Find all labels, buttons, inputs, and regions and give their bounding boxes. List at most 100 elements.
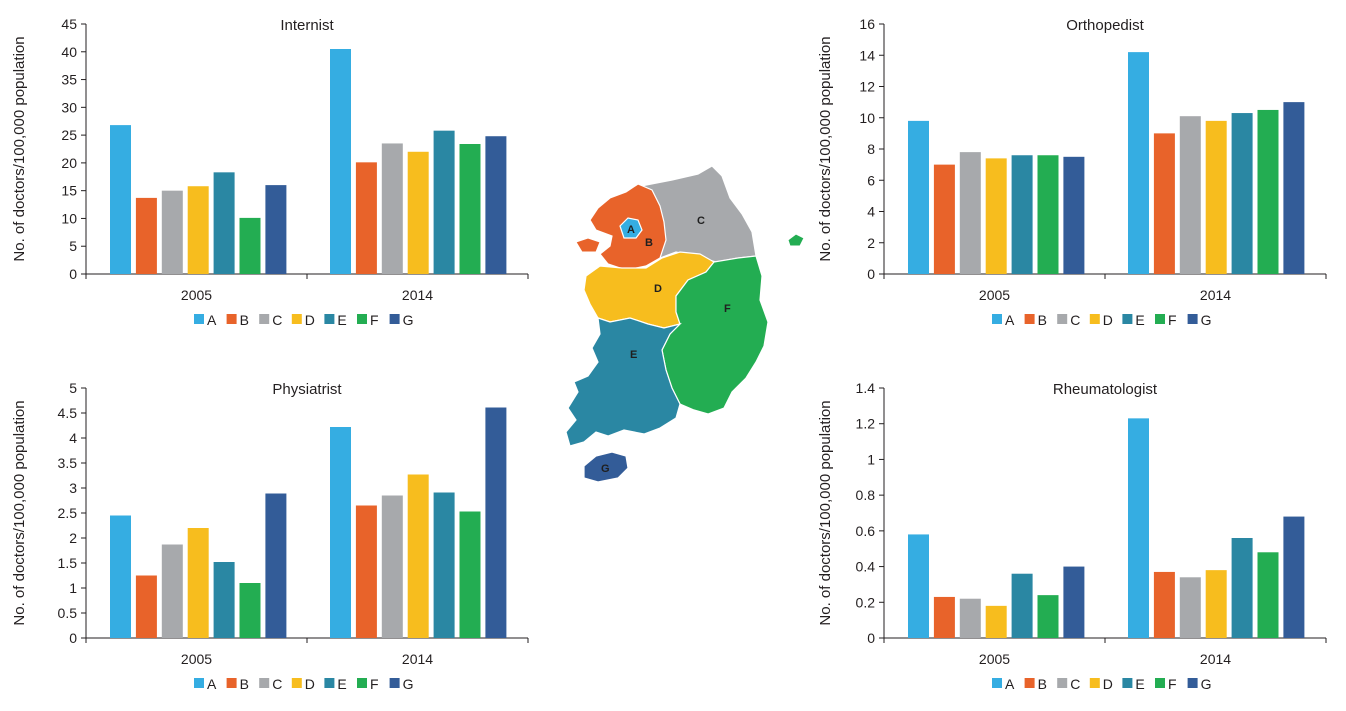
map-label-g: G xyxy=(601,463,610,475)
bar-f-2005 xyxy=(1037,595,1059,638)
bar-e-2014 xyxy=(1231,538,1253,638)
bar-a-2005 xyxy=(908,534,929,638)
bar-c-2005 xyxy=(959,152,981,274)
bar-e-2014 xyxy=(433,130,455,274)
bar-b-2014 xyxy=(1153,571,1175,638)
legend-label-g: G xyxy=(403,676,414,692)
map-island-b xyxy=(575,237,601,253)
legend-swatch-g xyxy=(389,678,400,688)
legend-label-a: A xyxy=(207,676,217,692)
y-tick-label: 30 xyxy=(61,99,77,115)
bar-c-2005 xyxy=(161,544,183,638)
legend: A B C D E F G xyxy=(992,312,1211,328)
legend-swatch-e xyxy=(324,678,335,688)
y-tick-label: 10 xyxy=(61,210,77,226)
y-tick-label: 15 xyxy=(61,183,77,199)
legend-swatch-c xyxy=(259,314,270,324)
legend-label-d: D xyxy=(305,312,315,328)
bar-d-2014 xyxy=(1205,120,1227,274)
bar-b-2005 xyxy=(933,596,955,638)
y-axis-label: No. of doctors/100,000 population xyxy=(11,36,28,261)
chart-rheumatologist: 0 0.2 0.4 0.6 0.8 1 1.2 1.4 2005 2014 Rheumatologi… xyxy=(817,380,1327,692)
bar-g-2014 xyxy=(1283,516,1305,638)
legend-label-d: D xyxy=(1103,312,1113,328)
bar-d-2005 xyxy=(187,186,209,274)
legend-swatch-c xyxy=(1057,678,1068,688)
legend-label-e: E xyxy=(1135,676,1144,692)
legend-swatch-a xyxy=(992,314,1002,324)
legend-swatch-g xyxy=(389,314,400,324)
bar-a-2014 xyxy=(1128,418,1149,638)
y-tick-label: 0 xyxy=(69,630,77,646)
y-tick-label: 0.8 xyxy=(856,487,876,503)
bar-b-2014 xyxy=(1153,133,1175,274)
bar-e-2014 xyxy=(433,492,455,638)
bar-e-2005 xyxy=(213,562,235,638)
bar-d-2014 xyxy=(407,151,429,274)
x-category-label: 2005 xyxy=(181,287,212,303)
legend-label-e: E xyxy=(337,676,346,692)
y-tick-label: 5 xyxy=(69,238,77,254)
bar-b-2005 xyxy=(135,197,157,274)
y-tick-label: 0.6 xyxy=(856,523,876,539)
legend-swatch-f xyxy=(357,314,367,324)
y-axis-label: No. of doctors/100,000 population xyxy=(11,400,28,625)
bar-g-2005 xyxy=(1063,156,1085,274)
bar-d-2005 xyxy=(187,528,209,638)
bar-c-2014 xyxy=(1179,116,1201,274)
bar-g-2005 xyxy=(265,185,287,274)
x-category-label: 2005 xyxy=(979,287,1010,303)
chart-title: Orthopedist xyxy=(1066,17,1144,34)
bar-f-2014 xyxy=(1257,109,1279,274)
bar-f-2014 xyxy=(459,144,481,274)
bar-c-2005 xyxy=(959,598,981,638)
legend-label-b: B xyxy=(1038,676,1047,692)
chart-orthopedist: 0 2 4 6 8 10 12 14 16 2005 2014 Orthopedist No. of d… xyxy=(817,16,1327,328)
legend-swatch-d xyxy=(1089,678,1100,688)
bar-a-2005 xyxy=(110,125,131,274)
y-tick-label: 16 xyxy=(859,16,875,32)
legend-swatch-a xyxy=(992,678,1002,688)
x-category-label: 2014 xyxy=(402,287,433,303)
legend-swatch-e xyxy=(1122,678,1133,688)
bar-c-2005 xyxy=(161,190,183,274)
legend-label-a: A xyxy=(1005,312,1015,328)
bar-e-2005 xyxy=(1011,155,1033,274)
y-tick-label: 3.5 xyxy=(58,455,78,471)
legend-label-a: A xyxy=(207,312,217,328)
legend-swatch-e xyxy=(324,314,335,324)
bar-g-2005 xyxy=(1063,566,1085,638)
y-tick-label: 0 xyxy=(867,266,875,282)
y-tick-label: 2 xyxy=(69,530,77,546)
y-tick-label: 12 xyxy=(859,79,875,95)
y-tick-label: 3 xyxy=(69,480,77,496)
bar-a-2014 xyxy=(1128,52,1149,274)
chart-physiatrist: 0 0.5 1 1.5 2 2.5 3 3.5 4 4.5 5 2005 2014 Physiatrist… xyxy=(11,380,529,692)
y-tick-label: 4 xyxy=(69,430,77,446)
x-category-label: 2014 xyxy=(1200,287,1231,303)
y-tick-label: 0 xyxy=(69,266,77,282)
legend-swatch-b xyxy=(1024,314,1035,324)
bar-e-2005 xyxy=(213,172,235,274)
map-label-f: F xyxy=(724,303,731,315)
legend-label-c: C xyxy=(272,312,282,328)
legend-swatch-f xyxy=(1155,314,1165,324)
legend-label-e: E xyxy=(1135,312,1144,328)
bar-f-2005 xyxy=(1037,155,1059,274)
bar-g-2005 xyxy=(265,493,287,638)
map-label-c: C xyxy=(697,215,705,227)
legend-swatch-c xyxy=(1057,314,1068,324)
legend: A B C D E F G xyxy=(992,676,1211,692)
bar-f-2014 xyxy=(459,511,481,638)
bar-e-2005 xyxy=(1011,573,1033,638)
map-label-b: B xyxy=(645,237,653,249)
y-tick-label: 35 xyxy=(61,72,77,88)
bar-b-2014 xyxy=(355,162,377,274)
legend-swatch-f xyxy=(1155,678,1165,688)
bar-c-2014 xyxy=(381,495,403,638)
map-island-ulleung xyxy=(787,233,805,247)
y-tick-label: 0.5 xyxy=(58,605,78,621)
legend-label-b: B xyxy=(1038,312,1047,328)
